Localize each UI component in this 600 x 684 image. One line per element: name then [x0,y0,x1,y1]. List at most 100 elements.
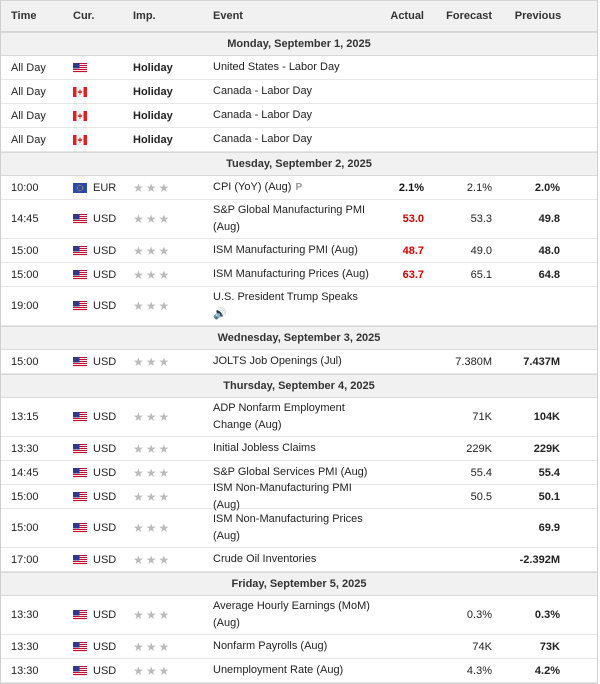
event-title[interactable]: U.S. President Trump Speaks [213,291,358,303]
event-name[interactable]: Canada - Labor Day [203,83,378,100]
currency-code: USD [93,300,117,312]
importance-stars-icon: ★★★ [133,441,172,456]
event-name[interactable]: JOLTS Job Openings (Jul) [203,353,378,370]
col-actual-header[interactable]: Actual [390,10,424,22]
currency-code: USD [93,355,117,368]
previous-value: 69.9 [538,522,560,534]
col-currency-header[interactable]: Cur. [73,10,95,22]
event-title[interactable]: Average Hourly Earnings (MoM) (Aug) [213,600,370,629]
event-time: All Day [11,133,46,146]
event-title[interactable]: United States - Labor Day [213,61,340,73]
calendar-body: Monday, September 1, 2025 All Day Holiday U… [1,32,597,683]
event-time: 15:00 [11,522,39,534]
event-name[interactable]: Canada - Labor Day [203,107,378,124]
previous-value: 4.2% [534,664,560,677]
event-row[interactable]: 15:00 USD ★★★ ISM Manufacturing Prices (Aug… [1,263,597,287]
event-time: 14:45 [11,213,39,225]
event-title[interactable]: ISM Manufacturing PMI (Aug) [213,244,358,256]
event-currency [63,86,123,97]
forecast-value: 71K [472,411,492,423]
event-row[interactable]: 15:00 USD ★★★ ISM Manufacturing PMI (Aug) 48… [1,239,597,263]
event-row[interactable]: All Day Holiday Canada - Labor Day [1,128,597,152]
event-row[interactable]: 17:00 USD ★★★ Crude Oil Inventories -2.392M [1,548,597,572]
event-time: 14:45 [11,466,39,479]
event-title[interactable]: S&P Global Services PMI (Aug) [213,466,368,478]
event-title[interactable]: Initial Jobless Claims [213,442,316,454]
event-title[interactable]: CPI (YoY) (Aug) [213,181,292,193]
event-name[interactable]: CPI (YoY) (Aug) P [203,179,378,196]
event-name[interactable]: ADP Nonfarm Employment Change (Aug) [203,400,378,434]
event-name[interactable]: ISM Manufacturing PMI (Aug) [203,242,378,259]
event-row[interactable]: 15:00 USD ★★★ ISM Non-Manufacturing Prices … [1,509,597,548]
us-flag-icon [73,665,87,676]
event-currency [63,134,123,145]
event-row[interactable]: 19:00 USD ★★★ U.S. President Trump Speaks 🔊 [1,287,597,326]
event-title[interactable]: ISM Manufacturing Prices (Aug) [213,268,369,280]
event-row[interactable]: All Day Holiday United States - Labor Day [1,56,597,80]
event-name[interactable]: ISM Non-Manufacturing Prices (Aug) [203,511,378,545]
importance-stars-icon: ★★★ [133,212,172,226]
importance-stars-icon: ★★★ [133,180,172,195]
event-name[interactable]: Crude Oil Inventories [203,551,378,568]
event-title[interactable]: Nonfarm Payrolls (Aug) [213,640,328,652]
event-title[interactable]: Crude Oil Inventories [213,553,317,565]
event-currency: USD [63,300,123,312]
event-title[interactable]: JOLTS Job Openings (Jul) [213,355,342,367]
us-flag-icon [73,554,87,565]
event-row[interactable]: 15:00 USD ★★★ JOLTS Job Openings (Jul) 7.380… [1,350,597,374]
forecast-value: 53.3 [470,213,492,225]
currency-code: USD [93,553,117,566]
forecast-value: 74K [472,640,492,653]
event-name[interactable]: S&P Global Services PMI (Aug) [203,464,378,481]
actual-value: 63.7 [402,268,424,281]
event-row[interactable]: All Day Holiday Canada - Labor Day [1,104,597,128]
event-title[interactable]: Canada - Labor Day [213,133,313,145]
col-forecast-header[interactable]: Forecast [446,10,492,22]
us-flag-icon [73,301,87,311]
previous-value: 64.8 [538,268,560,281]
event-title[interactable]: Canada - Labor Day [213,109,313,121]
event-title[interactable]: ADP Nonfarm Employment Change (Aug) [213,402,345,431]
event-name[interactable]: Average Hourly Earnings (MoM) (Aug) [203,598,378,632]
speaker-icon[interactable]: 🔊 [213,308,227,320]
event-name[interactable]: ISM Manufacturing Prices (Aug) [203,266,378,283]
event-name[interactable]: Canada - Labor Day [203,131,378,148]
event-name[interactable]: U.S. President Trump Speaks 🔊 [203,289,378,323]
actual-value: 2.1% [398,181,424,194]
event-row[interactable]: 13:15 USD ★★★ ADP Nonfarm Employment Change… [1,398,597,437]
col-previous-header[interactable]: Previous [514,10,562,22]
importance-stars-icon: ★★★ [133,489,172,504]
event-title[interactable]: ISM Non-Manufacturing PMI (Aug) [213,481,352,511]
us-flag-icon [73,214,87,224]
event-row[interactable]: 13:30 USD ★★★ Initial Jobless Claims 229K 229… [1,437,597,461]
event-row[interactable]: All Day Holiday Canada - Labor Day [1,80,597,104]
event-name[interactable]: Initial Jobless Claims [203,440,378,457]
event-time: 15:00 [11,355,39,368]
col-event-header[interactable]: Event [213,9,243,22]
event-row[interactable]: 13:30 USD ★★★ Average Hourly Earnings (MoM)… [1,596,597,635]
event-title[interactable]: Canada - Labor Day [213,85,313,97]
event-currency: USD [63,269,123,281]
event-title[interactable]: S&P Global Manufacturing PMI (Aug) [213,204,366,233]
col-importance-header[interactable]: Imp. [133,10,156,22]
event-title[interactable]: ISM Non-Manufacturing Prices (Aug) [213,513,363,542]
day-header: Friday, September 5, 2025 [1,572,597,596]
actual-value: 53.0 [402,213,424,225]
event-row[interactable]: 15:00 USD ★★★ ISM Non-Manufacturing PMI (Au… [1,482,597,511]
event-currency [63,62,123,73]
col-time-header[interactable]: Time [11,10,37,22]
previous-value: 49.8 [538,213,560,225]
event-name[interactable]: S&P Global Manufacturing PMI (Aug) [203,202,378,236]
event-row[interactable]: 13:30 USD ★★★ Nonfarm Payrolls (Aug) 74K 73K [1,635,597,659]
event-row[interactable]: 13:30 USD ★★★ Unemployment Rate (Aug) 4.3% 4.… [1,659,597,683]
event-title[interactable]: Unemployment Rate (Aug) [213,664,344,676]
event-name[interactable]: ISM Non-Manufacturing PMI (Aug) [203,480,378,514]
event-name[interactable]: Unemployment Rate (Aug) [203,662,378,679]
event-row[interactable]: 10:00 EUR ★★★ CPI (YoY) (Aug) P 2.1% 2.1% 2.0% [1,176,597,200]
event-name[interactable]: Nonfarm Payrolls (Aug) [203,638,378,655]
us-flag-icon [73,641,87,652]
event-row[interactable]: 14:45 USD ★★★ S&P Global Services PMI (Aug)… [1,461,597,485]
event-name[interactable]: United States - Labor Day [203,59,378,76]
holiday-label: Holiday [133,133,173,146]
event-row[interactable]: 14:45 USD ★★★ S&P Global Manufacturing PMI … [1,200,597,239]
